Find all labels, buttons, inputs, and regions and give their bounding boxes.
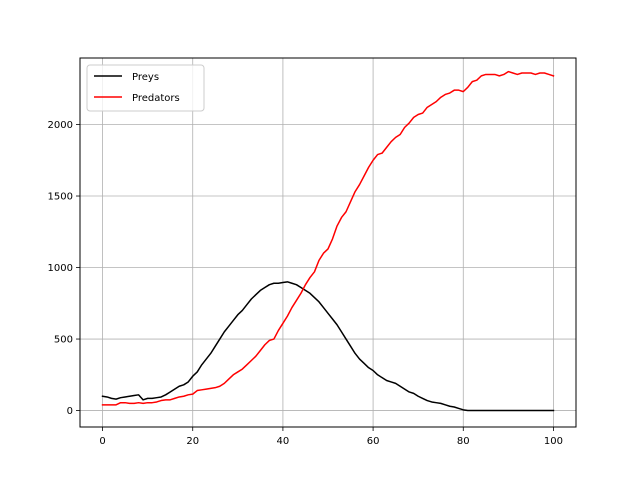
legend-label-predators: Predators (132, 93, 180, 104)
y-tick-label: 2000 (48, 120, 73, 131)
x-tick-label: 100 (544, 436, 563, 447)
x-tick-label: 0 (99, 436, 105, 447)
y-tick-label: 500 (54, 335, 73, 346)
x-axis-ticks: 0 20 40 60 80 100 (99, 427, 563, 447)
y-axis-ticks: 0 500 1000 1500 2000 (48, 120, 80, 417)
x-tick-label: 80 (457, 436, 470, 447)
grid (80, 58, 576, 427)
series-line-predators (101, 70, 555, 406)
y-tick-label: 1000 (48, 263, 73, 274)
plot-area (80, 58, 576, 427)
y-tick-label: 0 (67, 406, 73, 417)
plot-frame (79, 57, 577, 428)
x-tick-label: 60 (367, 436, 380, 447)
x-tick-label: 40 (277, 436, 290, 447)
series-lines (101, 70, 555, 412)
y-tick-label: 1500 (48, 192, 73, 203)
legend: Preys Predators (86, 64, 205, 112)
legend-label-preys: Preys (132, 72, 159, 83)
x-tick-label: 20 (186, 436, 199, 447)
series-line-preys (101, 281, 555, 412)
